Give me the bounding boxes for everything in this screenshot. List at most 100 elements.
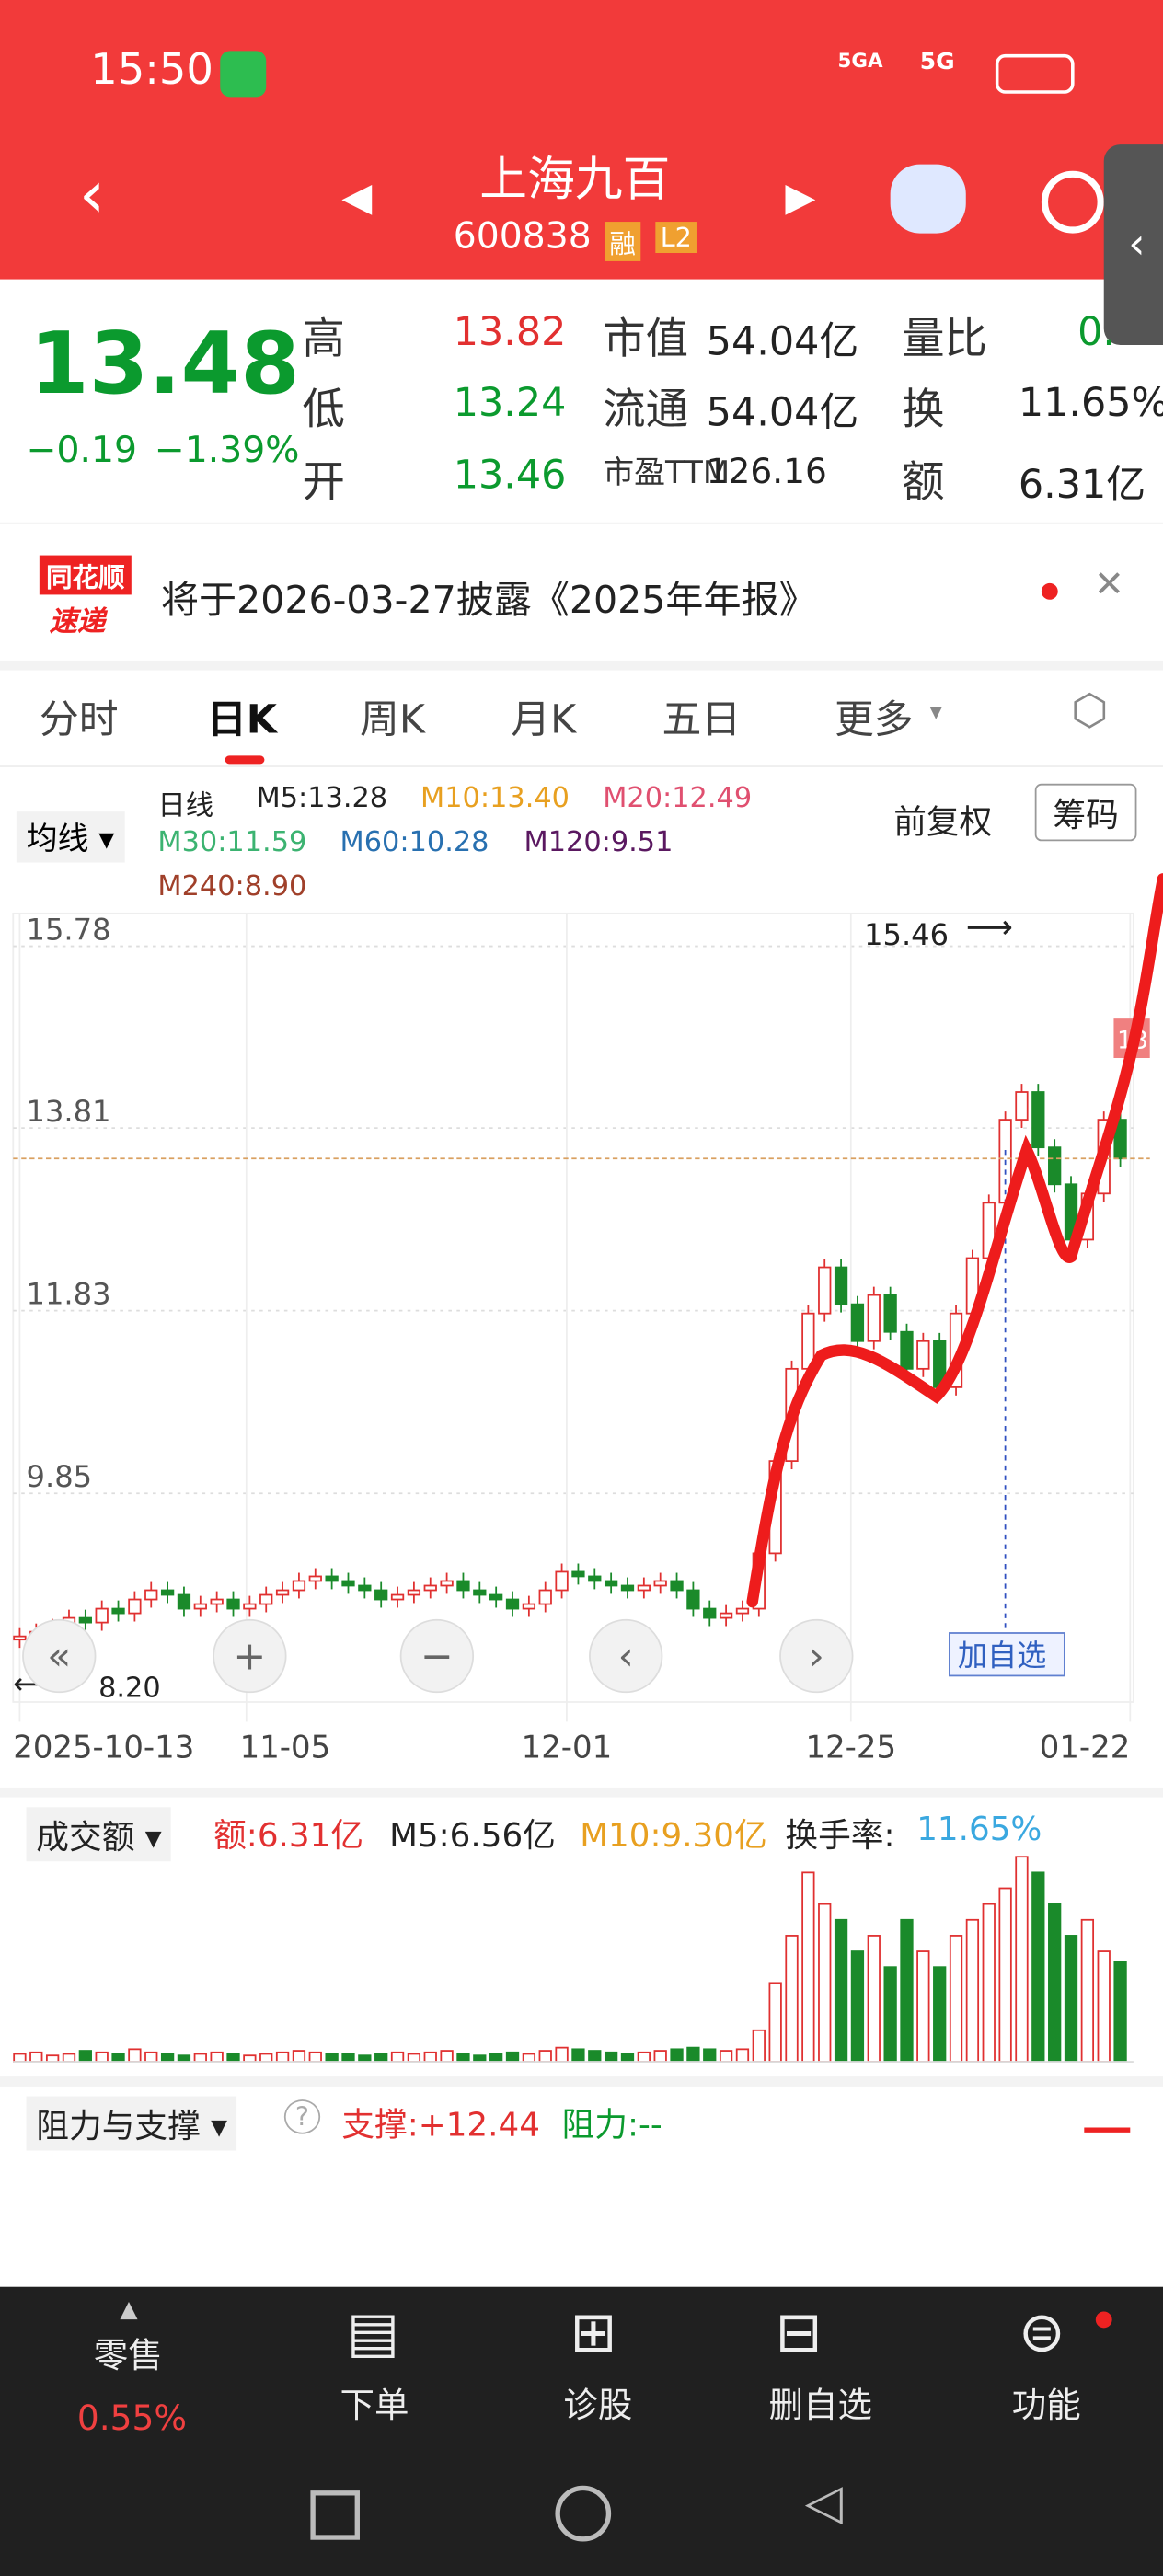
arrow: ▲ bbox=[120, 2296, 138, 2323]
zoom-btn[interactable] bbox=[399, 1618, 475, 1694]
time: 15:50 bbox=[90, 45, 213, 96]
nav-icon: ⊟ bbox=[775, 2299, 823, 2366]
volume-bar bbox=[703, 2048, 717, 2063]
notice-text[interactable]: 将于2026-03-27披露《2025年年报》 bbox=[160, 580, 817, 623]
volume-bar bbox=[341, 2053, 355, 2063]
tab[interactable]: 周K bbox=[359, 696, 425, 743]
tag: 融 bbox=[604, 222, 641, 261]
sys-home[interactable] bbox=[555, 2485, 612, 2542]
robot[interactable] bbox=[890, 164, 966, 234]
quote-value: 11.65% bbox=[1018, 379, 1163, 426]
quote-label: 开 bbox=[302, 458, 345, 508]
quote-value: 6.31亿 bbox=[1018, 461, 1146, 508]
nav-item[interactable]: 下单 bbox=[340, 2385, 409, 2425]
pct: −1.39% bbox=[154, 430, 300, 472]
prev-stock[interactable]: ◀ bbox=[341, 174, 373, 221]
quote-label: 高 bbox=[302, 315, 345, 365]
volume-bar bbox=[177, 2054, 191, 2063]
volume-bar bbox=[588, 2050, 602, 2063]
volume-bar bbox=[440, 2050, 454, 2063]
candle bbox=[423, 1584, 437, 1592]
candle bbox=[571, 1570, 585, 1578]
volume-bar bbox=[259, 2053, 273, 2063]
volume-bar bbox=[1097, 1950, 1111, 2063]
volume-bar bbox=[275, 2051, 290, 2063]
volume-bar bbox=[210, 2051, 224, 2063]
search[interactable] bbox=[1041, 170, 1104, 234]
candle bbox=[850, 1303, 865, 1342]
volume-bar bbox=[325, 2053, 339, 2063]
nav-item[interactable]: 诊股 bbox=[563, 2385, 633, 2425]
ma-value: 日线 bbox=[157, 789, 214, 823]
side-handle[interactable]: ‹ bbox=[1103, 144, 1163, 345]
tab[interactable]: 更多 bbox=[834, 696, 914, 743]
tab[interactable]: 日K bbox=[206, 696, 278, 743]
zoom-glyph: − bbox=[420, 1633, 454, 1679]
volume-bar bbox=[752, 2029, 766, 2063]
y-tick-label: 13.81 bbox=[27, 1094, 111, 1129]
y-tick-label: 15.78 bbox=[27, 912, 111, 947]
divider bbox=[0, 660, 1163, 671]
volume-bar bbox=[407, 2053, 421, 2063]
candle bbox=[637, 1584, 651, 1592]
zoom-btn[interactable] bbox=[589, 1618, 663, 1694]
tab[interactable]: 分时 bbox=[39, 696, 119, 743]
volume-bar bbox=[1048, 1903, 1062, 2063]
nav-icon: ⊜ bbox=[1018, 2299, 1065, 2366]
volume-bar bbox=[670, 2048, 684, 2063]
zoom-glyph: « bbox=[47, 1633, 71, 1679]
nav-icon: ▤ bbox=[346, 2299, 400, 2366]
high-label: 15.46 bbox=[864, 917, 949, 952]
candle bbox=[128, 1598, 142, 1615]
divider bbox=[0, 1787, 1163, 1798]
x-tick-label: 2025-10-13 bbox=[13, 1730, 194, 1765]
tab[interactable]: 月K bbox=[511, 696, 577, 743]
wechat-icon bbox=[220, 51, 267, 98]
retail[interactable]: 零售 bbox=[93, 2336, 163, 2376]
next-stock[interactable]: ▶ bbox=[785, 174, 816, 221]
zoom-glyph: ‹ bbox=[618, 1633, 634, 1679]
quote-value: 54.04亿 bbox=[706, 318, 859, 365]
volume-bar bbox=[29, 2051, 43, 2063]
volume-bar bbox=[949, 1935, 963, 2063]
back[interactable]: ‹ bbox=[78, 157, 106, 234]
quote-label: 额 bbox=[902, 458, 945, 508]
close[interactable]: ✕ bbox=[1094, 565, 1124, 606]
sys-recent[interactable] bbox=[310, 2490, 360, 2540]
zoom-btn[interactable] bbox=[779, 1618, 854, 1694]
nav-item[interactable]: 功能 bbox=[1011, 2385, 1081, 2425]
support-button[interactable]: 阻力与支撑 ▾ bbox=[26, 2096, 237, 2151]
nav-icon: ⊞ bbox=[570, 2299, 617, 2366]
zoom-btn[interactable] bbox=[22, 1618, 97, 1694]
candle bbox=[325, 1575, 339, 1582]
quote-value: 13.24 bbox=[453, 379, 567, 426]
volume-bar bbox=[1113, 1961, 1127, 2063]
ma-value: M120:9.51 bbox=[524, 826, 674, 859]
volume-button[interactable]: 成交额 ▾ bbox=[26, 1807, 172, 1862]
sys-back[interactable]: ◁ bbox=[804, 2474, 844, 2532]
volume-bar bbox=[604, 2051, 618, 2063]
adjust[interactable]: 前复权 bbox=[893, 801, 993, 842]
nav-item[interactable]: 删自选 bbox=[768, 2385, 872, 2425]
candle bbox=[226, 1598, 240, 1610]
volume-bar bbox=[95, 2051, 109, 2063]
badge bbox=[1095, 2311, 1112, 2329]
ma-value: M5:13.28 bbox=[256, 781, 388, 815]
candle bbox=[489, 1593, 503, 1601]
help[interactable]: ? bbox=[283, 2099, 321, 2134]
quote-value: 54.04亿 bbox=[706, 389, 859, 436]
candle bbox=[620, 1584, 635, 1592]
candle bbox=[900, 1330, 914, 1370]
brand: 同花顺 bbox=[39, 555, 132, 595]
zoom-btn[interactable] bbox=[213, 1618, 287, 1694]
chips[interactable]: 筹码 bbox=[1034, 783, 1137, 842]
tab[interactable]: 五日 bbox=[662, 696, 742, 743]
ma-value: M240:8.90 bbox=[157, 870, 307, 904]
candle bbox=[538, 1589, 552, 1605]
volume-bar bbox=[193, 2053, 207, 2063]
x-tick-label: 01-22 bbox=[1040, 1730, 1131, 1765]
settings[interactable]: ⬡ bbox=[1071, 686, 1109, 736]
volume-bar bbox=[982, 1903, 996, 2063]
ma-button[interactable]: 均线 ▾ bbox=[16, 811, 124, 863]
